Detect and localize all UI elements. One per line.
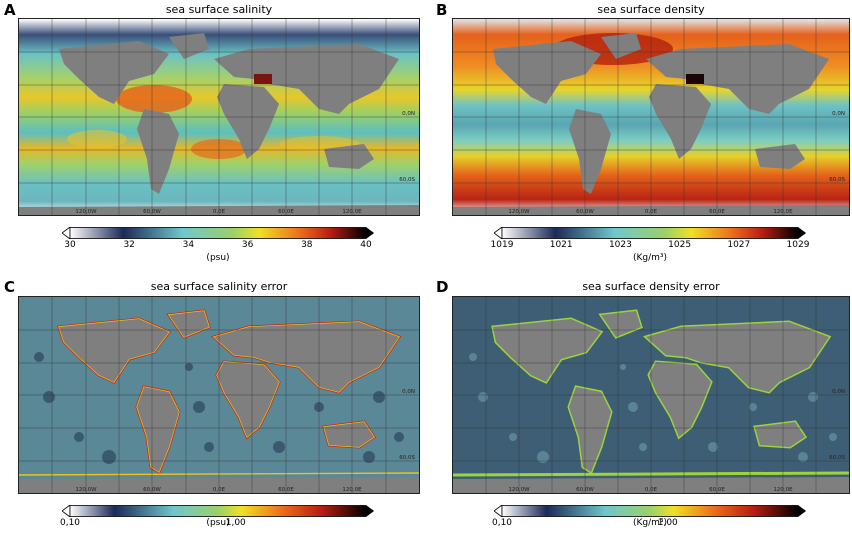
tick-label: 0,10 [59, 518, 81, 528]
tick-label: 1027 [727, 240, 751, 250]
salinity-error-map: 120,0W 60,0W 0,0E 60,0E 120,0E 0,0N 60,0… [18, 296, 420, 494]
lon-label: 0,0E [213, 487, 226, 493]
panel-c-letter: C [4, 278, 16, 296]
tick-label: 1019 [490, 240, 514, 250]
lon-label: 60,0E [709, 487, 725, 493]
panel-b-letter: B [436, 1, 448, 19]
panel-d-letter: D [436, 278, 449, 296]
panel-a-letter: A [4, 1, 16, 19]
tick-label: 1023 [608, 240, 632, 250]
tick-label: 0,10 [491, 518, 513, 528]
density-error-colorbar-ticks: 0,10 1,00 [492, 518, 798, 530]
tick-label: 1029 [786, 240, 810, 250]
tick-label: 1021 [549, 240, 573, 250]
density-colorbar-ticks: 1019 1021 1023 1025 1027 1029 [491, 240, 810, 252]
tick-label: 30 [64, 240, 76, 250]
density-error-unit: (Kg/m³) [632, 518, 668, 528]
graticule [453, 19, 849, 215]
lat-label: 60,0S [829, 177, 845, 183]
tick-label: 34 [182, 240, 195, 250]
lon-label: 120,0E [773, 487, 793, 493]
lat-label: 0,0N [832, 111, 845, 117]
lat-label: 60,0S [399, 177, 415, 183]
tick-label: 1,00 [657, 518, 678, 528]
lon-label: 0,0E [645, 487, 658, 493]
lon-label: 120,0E [773, 209, 793, 215]
tick-label: 40 [360, 240, 372, 250]
lat-label: 60,0S [829, 455, 845, 461]
tick-label: 38 [301, 240, 313, 250]
lon-label: 120,0W [508, 209, 530, 215]
lon-label: 60,0E [278, 487, 294, 493]
lon-label: 120,0W [75, 487, 97, 493]
lon-label: 0,0E [213, 209, 226, 215]
tick-label: 32 [123, 240, 135, 250]
salinity-map: 120,0W 60,0W 0,0E 60,0E 120,0E 0,0N 60,0… [18, 18, 420, 216]
lon-label: 60,0W [576, 209, 594, 215]
lat-label: 0,0N [402, 111, 415, 117]
salinity-colorbar-ticks: 30 32 34 36 38 40 [64, 240, 371, 252]
salinity-error-colorbar-ticks: 0,10 1,00 [60, 518, 366, 530]
density-map: 120,0W 60,0W 0,0E 60,0E 120,0E 0,0N 60,0… [452, 18, 850, 216]
lon-label: 120,0E [342, 487, 362, 493]
graticule [19, 297, 419, 493]
tick-label: 1025 [668, 240, 692, 250]
density-error-colorbar [493, 502, 806, 518]
panel-d-title: sea surface density error [582, 280, 720, 293]
lon-label: 120,0E [342, 209, 362, 215]
lat-label: 0,0N [402, 389, 415, 395]
lon-label: 120,0W [508, 487, 530, 493]
lon-label: 60,0W [143, 487, 161, 493]
lon-label: 60,0W [143, 209, 161, 215]
lon-label: 60,0E [709, 209, 725, 215]
lon-label: 60,0W [576, 487, 594, 493]
tick-label: 36 [241, 240, 254, 250]
panel-a-title: sea surface salinity [165, 3, 273, 16]
graticule [453, 297, 849, 493]
tick-label: 1,00 [225, 518, 246, 528]
panel-b-title: sea surface density [597, 3, 705, 16]
graticule [19, 19, 419, 215]
density-error-map: 120,0W 60,0W 0,0E 60,0E 120,0E 0,0N 60,0… [452, 296, 850, 494]
salinity-error-unit: (psu) [206, 518, 230, 528]
lon-label: 120,0W [75, 209, 97, 215]
salinity-error-colorbar [61, 502, 374, 518]
lat-label: 60,0S [399, 455, 415, 461]
lat-label: 0,0N [832, 389, 845, 395]
density-unit: (Kg/m³) [632, 253, 668, 263]
lon-label: 60,0E [278, 209, 294, 215]
density-colorbar [493, 224, 806, 240]
panel-c-title: sea surface salinity error [150, 280, 288, 293]
salinity-colorbar [61, 224, 374, 240]
lon-label: 0,0E [645, 209, 658, 215]
salinity-unit: (psu) [206, 253, 230, 263]
